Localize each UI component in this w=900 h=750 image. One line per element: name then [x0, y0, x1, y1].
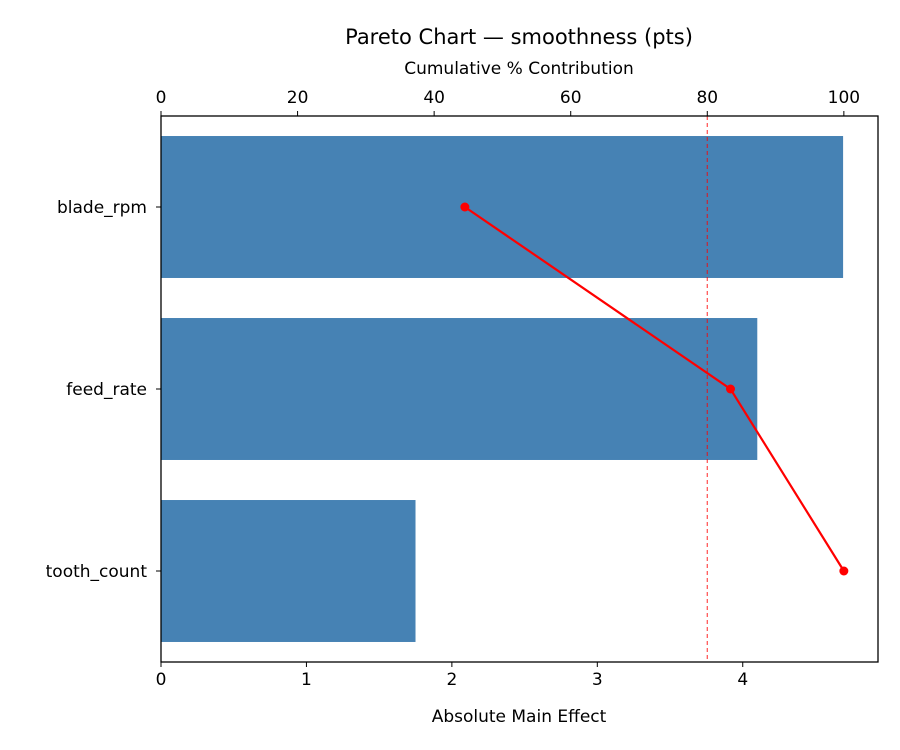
- top-x-tick-label-80: 80: [696, 88, 718, 108]
- top-x-tick-label-60: 60: [560, 88, 582, 108]
- bar-tooth_count: [161, 500, 416, 642]
- cumulative-point-blade_rpm: [460, 202, 470, 212]
- bar-blade_rpm: [161, 136, 844, 278]
- cumulative-point-feed_rate: [726, 384, 736, 394]
- chart-title: Pareto Chart — smoothness (pts): [345, 25, 693, 49]
- y-tick-label-blade_rpm: blade_rpm: [57, 198, 147, 218]
- top-x-tick-label-20: 20: [287, 88, 309, 108]
- top-axis-label: Cumulative % Contribution: [404, 59, 634, 79]
- x-tick-label-1: 1: [301, 670, 312, 690]
- x-tick-label-2: 2: [446, 670, 457, 690]
- bar-feed_rate: [161, 318, 758, 460]
- x-tick-label-4: 4: [737, 670, 748, 690]
- top-x-tick-label-100: 100: [828, 88, 860, 108]
- y-tick-label-feed_rate: feed_rate: [66, 380, 147, 400]
- y-tick-label-tooth_count: tooth_count: [46, 562, 148, 582]
- x-tick-label-0: 0: [156, 670, 167, 690]
- top-x-tick-label-0: 0: [156, 88, 167, 108]
- x-tick-label-3: 3: [592, 670, 603, 690]
- x-axis-label: Absolute Main Effect: [432, 707, 607, 727]
- top-x-tick-label-40: 40: [423, 88, 445, 108]
- cumulative-point-tooth_count: [839, 566, 849, 576]
